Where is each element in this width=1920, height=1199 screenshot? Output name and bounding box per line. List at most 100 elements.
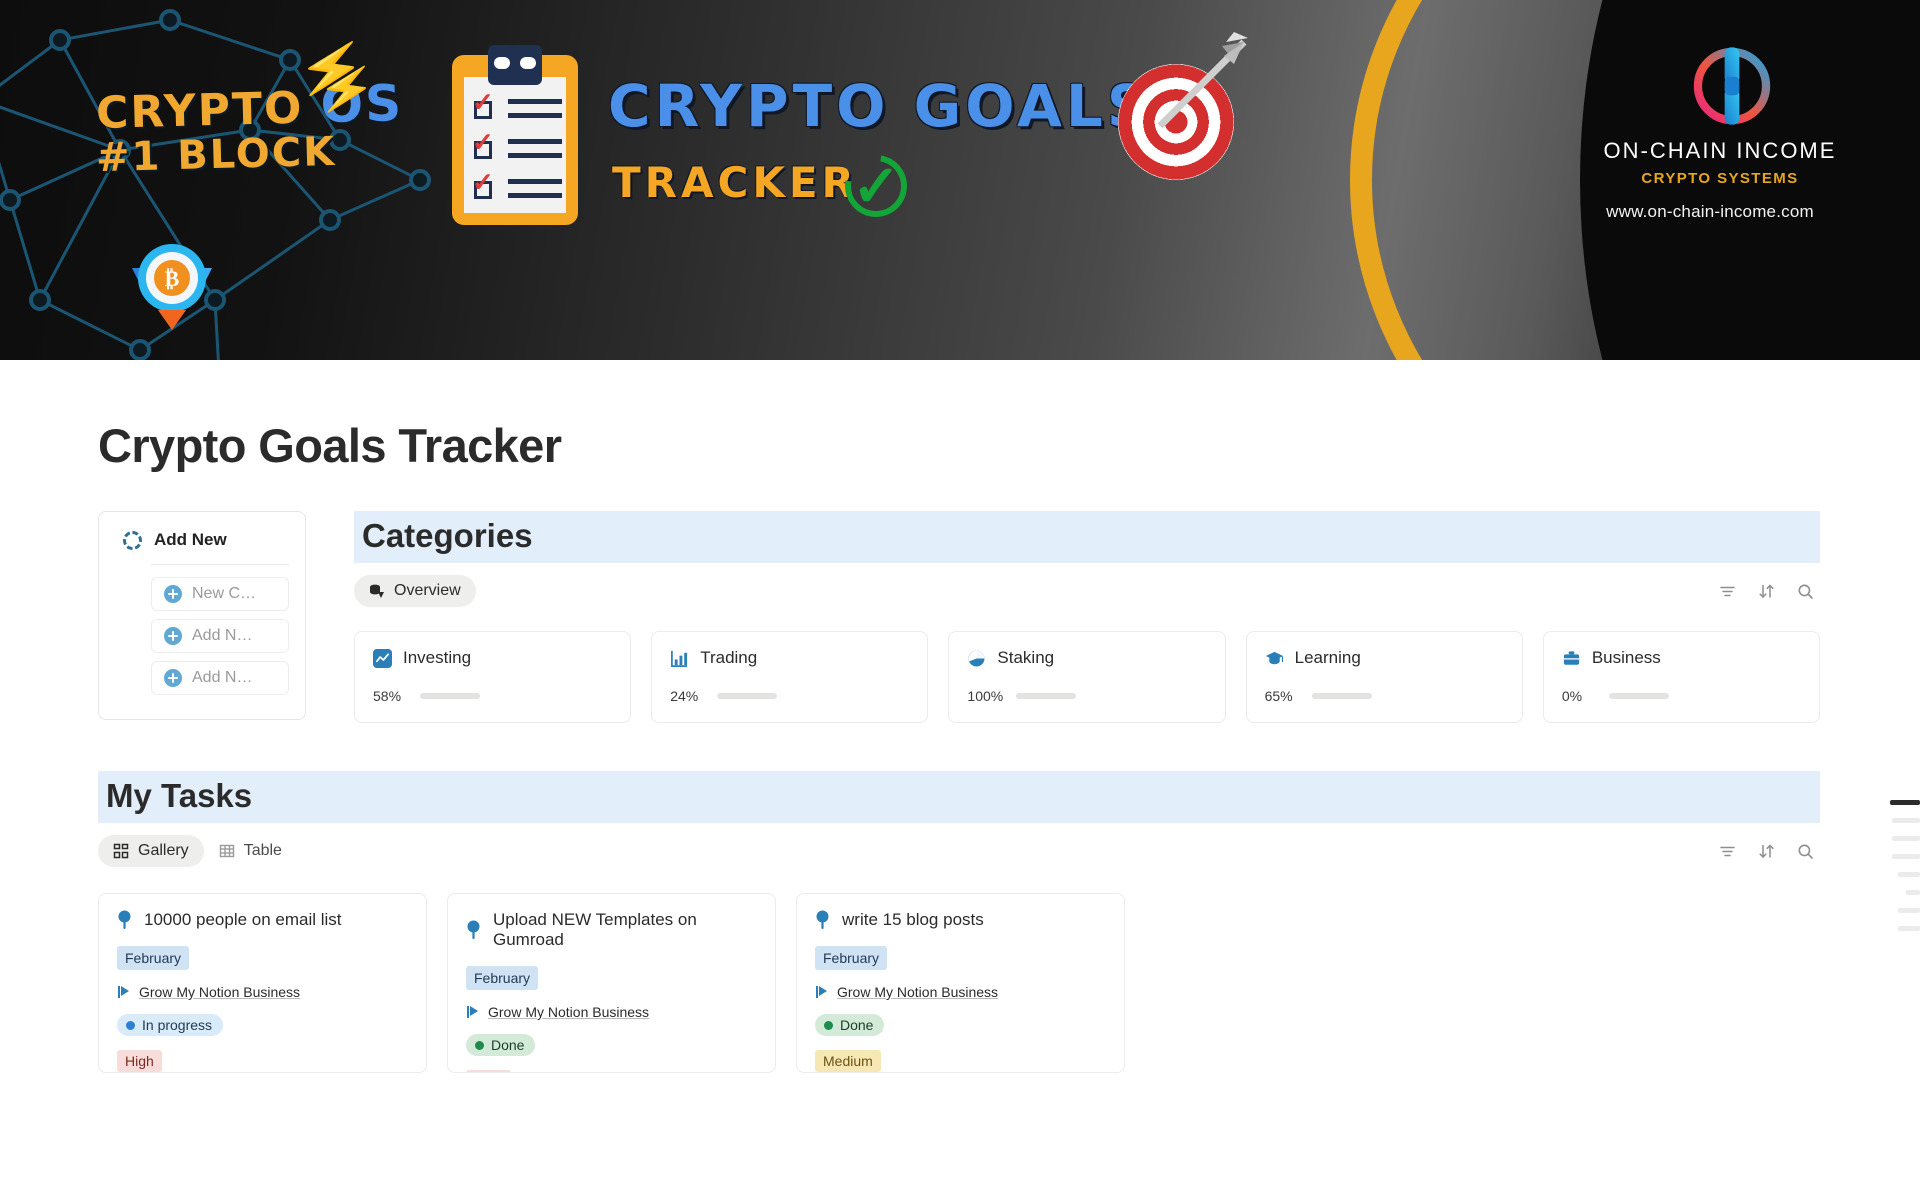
bitcoin-badge-icon: ₿ (132, 244, 212, 330)
minimap-item[interactable] (1898, 908, 1920, 913)
category-header: Trading (670, 648, 909, 668)
category-card-staking[interactable]: Staking 100% (948, 631, 1226, 723)
category-name: Investing (403, 648, 472, 667)
line-chart-icon (373, 648, 392, 668)
add-new-card: Add New New C… Add N… Add N… (98, 511, 306, 720)
page-title: Crypto Goals Tracker (98, 419, 562, 472)
task-title: 10000 people on email list (144, 910, 342, 929)
category-card-investing[interactable]: Investing 58% (354, 631, 632, 723)
filter-icon[interactable] (1719, 583, 1736, 600)
page-banner: CRYPTO OS #1 BLOCK ⚡ ⚡ ✓ ✓ ✓ CRYPTO GOAL… (0, 0, 1920, 360)
new-category-button[interactable]: New C… (151, 577, 289, 611)
minimap-item[interactable] (1890, 800, 1920, 805)
table-icon (219, 844, 234, 858)
on-chain-income-logo-icon (1693, 47, 1771, 125)
sort-icon[interactable] (1758, 843, 1775, 860)
task-card[interactable]: write 15 blog posts February Grow My Not… (796, 893, 1125, 1073)
task-status-badge: Done (815, 1014, 885, 1036)
category-percent: 65% (1264, 688, 1293, 704)
categories-view-bar: Overview (354, 575, 1820, 613)
task-relation-link[interactable]: Grow My Notion Business (837, 984, 999, 1000)
minimap-item[interactable] (1898, 926, 1920, 931)
category-percent: 100% (967, 688, 1004, 704)
tab-gallery-label: Gallery (138, 842, 189, 859)
status-dot-icon (824, 1020, 833, 1030)
tasks-toolbar (1719, 843, 1820, 860)
tab-gallery[interactable]: Gallery (98, 835, 204, 867)
pie-chart-icon (968, 650, 985, 666)
category-progress: 24% (670, 688, 909, 704)
task-status-label: Done (491, 1037, 525, 1053)
add-new-label-3: Add N… (192, 669, 253, 686)
search-icon[interactable] (1797, 583, 1814, 600)
task-month-chip: February (466, 966, 539, 990)
minimap-item[interactable] (1898, 872, 1920, 877)
progress-track (1311, 693, 1372, 699)
add-new-title: Add New (154, 530, 227, 549)
add-new-button-2[interactable]: Add N… (151, 619, 289, 653)
new-category-label: New C… (192, 585, 257, 602)
categories-heading: Categories (362, 517, 533, 554)
add-new-button-3[interactable]: Add N… (151, 661, 289, 695)
minimap-item[interactable] (1906, 890, 1920, 895)
tab-overview[interactable]: Overview (354, 575, 476, 607)
progress-track (1608, 693, 1669, 699)
plus-circle-icon (164, 627, 182, 645)
dashed-circle-icon (123, 530, 142, 550)
sort-icon[interactable] (1758, 583, 1775, 600)
page-minimap[interactable] (1880, 800, 1920, 944)
pin-icon (816, 910, 829, 929)
task-title-row: write 15 blog posts (815, 910, 1106, 930)
pin-icon (467, 920, 480, 939)
progress-track (1016, 693, 1077, 699)
main-row: Add New New C… Add N… Add N… Categories (0, 511, 1920, 723)
clipboard-icon: ✓ ✓ ✓ (452, 45, 578, 225)
categories-heading-band: Categories (354, 511, 1820, 563)
filter-icon[interactable] (1719, 843, 1736, 860)
status-dot-icon (126, 1020, 135, 1030)
category-name: Staking (997, 648, 1055, 667)
task-status-label: In progress (142, 1017, 213, 1033)
task-priority-badge: High (466, 1070, 511, 1072)
divider (151, 564, 289, 565)
task-card[interactable]: 10000 people on email list February Grow… (98, 893, 427, 1073)
right-column: Categories Overview (354, 511, 1821, 723)
progress-track (420, 693, 480, 699)
minimap-item[interactable] (1892, 854, 1920, 859)
task-relation-link[interactable]: Grow My Notion Business (488, 1004, 650, 1020)
task-status-badge: In progress (117, 1014, 224, 1036)
search-icon[interactable] (1797, 843, 1814, 860)
task-status-badge: Done (466, 1034, 536, 1056)
status-dot-icon (475, 1040, 484, 1050)
category-card-trading[interactable]: Trading 24% (651, 631, 929, 723)
minimap-item[interactable] (1892, 818, 1920, 823)
network-graphic (0, 9, 431, 360)
tab-table[interactable]: Table (204, 835, 297, 867)
flag-icon (816, 986, 827, 998)
page-content: Crypto Goals Tracker Add New New C… Add … (0, 418, 1920, 1073)
brand-url: www.on-chain-income.com (1606, 202, 1814, 221)
task-relation-row: Grow My Notion Business (815, 984, 1106, 1000)
category-header: Staking (967, 648, 1206, 668)
gallery-grid-icon (113, 843, 129, 859)
category-card-learning[interactable]: Learning 65% (1245, 631, 1523, 723)
task-card[interactable]: Upload NEW Templates on Gumroad February… (447, 893, 776, 1073)
category-progress: 0% (1562, 688, 1801, 704)
minimap-item[interactable] (1892, 836, 1920, 841)
category-name: Business (1591, 648, 1661, 667)
green-check-mark: ✓ (852, 154, 901, 219)
target-icon (1118, 64, 1234, 180)
tasks-heading: My Tasks (106, 777, 253, 814)
arrow-icon (1157, 32, 1248, 129)
add-new-header: Add New (115, 530, 289, 564)
svg-text:₿: ₿ (165, 267, 180, 292)
category-card-business[interactable]: Business 0% (1542, 631, 1821, 723)
add-new-label-2: Add N… (192, 627, 253, 644)
category-header: Investing (373, 648, 612, 668)
flag-icon (118, 986, 129, 998)
category-percent: 0% (1561, 688, 1583, 704)
brand-name: ON-CHAIN INCOME (1603, 138, 1837, 163)
task-relation-link[interactable]: Grow My Notion Business (139, 984, 301, 1000)
task-title: Upload NEW Templates on Gumroad (493, 910, 697, 949)
category-name: Trading (700, 648, 758, 667)
